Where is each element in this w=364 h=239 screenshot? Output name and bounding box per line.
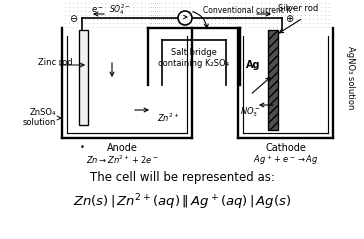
Text: AgNO₃ solution: AgNO₃ solution bbox=[347, 46, 356, 110]
Bar bbox=[268, 30, 278, 130]
Text: $Zn(s)\,|\,Zn^{2+}(aq)\,\|\,Ag^+(aq)\,|\,Ag(s)$: $Zn(s)\,|\,Zn^{2+}(aq)\,\|\,Ag^+(aq)\,|\… bbox=[73, 192, 291, 212]
Text: Ag: Ag bbox=[246, 60, 260, 70]
Text: Conventional current K⁺: Conventional current K⁺ bbox=[203, 5, 295, 15]
Text: The cell will be represented as:: The cell will be represented as: bbox=[90, 170, 274, 184]
Text: $\oplus$: $\oplus$ bbox=[285, 12, 294, 23]
Text: $Zn \rightarrow Zn^{2+} + 2e^-$: $Zn \rightarrow Zn^{2+} + 2e^-$ bbox=[86, 154, 158, 166]
Bar bbox=[79, 30, 88, 125]
Text: $NO_3^-$: $NO_3^-$ bbox=[240, 105, 261, 119]
Text: Silver rod: Silver rod bbox=[278, 4, 318, 13]
Text: $Zn^{2+}$: $Zn^{2+}$ bbox=[157, 112, 180, 124]
Text: $Ag^+ + e^- \rightarrow Ag$: $Ag^+ + e^- \rightarrow Ag$ bbox=[253, 153, 318, 167]
Text: $SO_4^{2-}$: $SO_4^{2-}$ bbox=[109, 3, 131, 17]
Text: ZnSO₄: ZnSO₄ bbox=[29, 108, 56, 116]
Text: Cathode: Cathode bbox=[265, 143, 306, 153]
Text: •: • bbox=[80, 143, 84, 152]
Text: Anode: Anode bbox=[107, 143, 138, 153]
Text: containing K₂SO₄: containing K₂SO₄ bbox=[158, 59, 230, 67]
Text: Salt bridge: Salt bridge bbox=[171, 48, 217, 56]
Text: $e^-$: $e^-$ bbox=[91, 5, 103, 15]
Text: solution: solution bbox=[23, 118, 56, 126]
Text: $\ominus$: $\ominus$ bbox=[70, 12, 79, 23]
Text: Zinc rod: Zinc rod bbox=[38, 58, 72, 66]
